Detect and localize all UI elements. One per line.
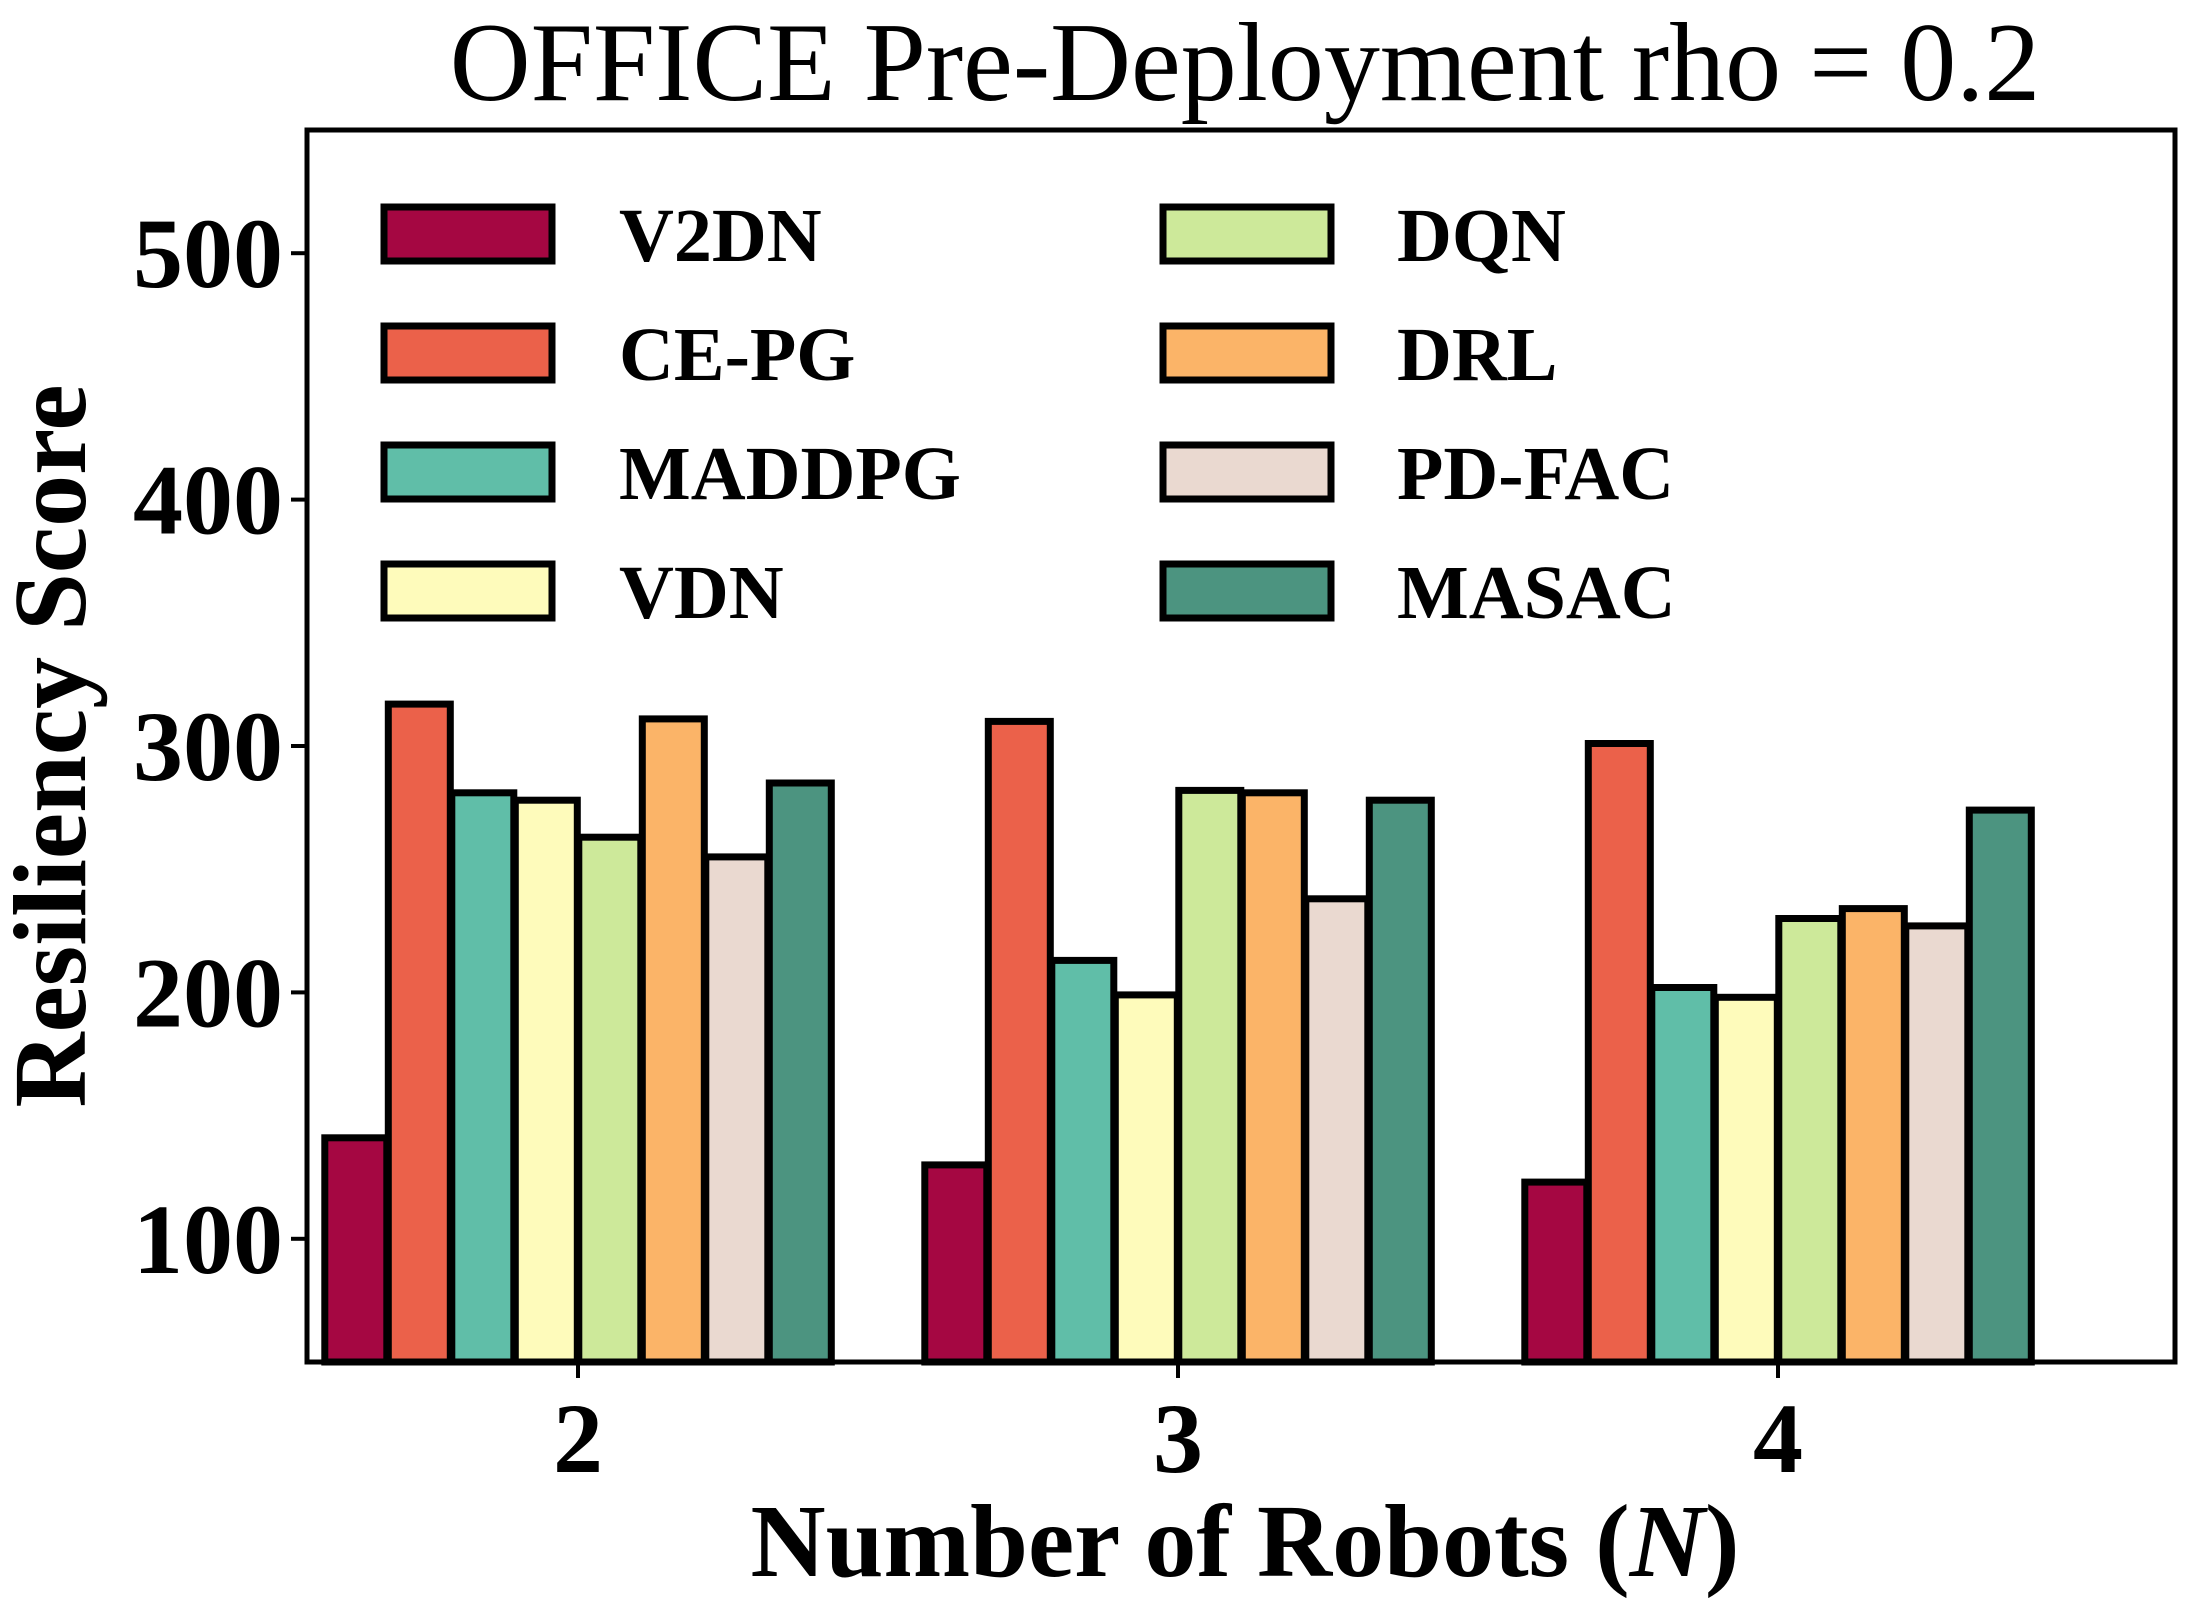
x-axis-label-close: ) (1705, 1484, 1740, 1599)
bar-drl-n4 (1838, 905, 1908, 1366)
legend-label-dqn: DQN (1397, 194, 1566, 278)
bar-ce-pg-n3 (984, 717, 1054, 1366)
y-tick-label: 300 (133, 691, 283, 802)
legend-swatch-pd-fac (1159, 441, 1335, 503)
x-axis-label: Number of Robots (N) (751, 1484, 1740, 1599)
bar-dqn-n3 (1175, 786, 1245, 1366)
bar-drl-n3 (1238, 789, 1308, 1366)
legend-label-ce-pg: CE-PG (619, 313, 855, 397)
legend-swatch-drl (1159, 322, 1335, 384)
bar-v2dn-n3 (921, 1161, 991, 1366)
bar-ce-pg-n2 (384, 700, 454, 1366)
y-tick-label: 500 (133, 198, 283, 309)
bar-vdn-n3 (1111, 991, 1181, 1366)
bar-maddpg-n4 (1648, 984, 1718, 1366)
bar-masac-n3 (1365, 796, 1435, 1366)
legend-swatch-v2dn (380, 203, 556, 265)
x-tick-label: 4 (1753, 1383, 1803, 1494)
bar-ce-pg-n4 (1584, 740, 1654, 1366)
bar-vdn-n4 (1711, 993, 1781, 1366)
bar-pd-fac-n2 (702, 853, 772, 1366)
bar-pd-fac-n3 (1302, 895, 1372, 1366)
bar-v2dn-n4 (1521, 1178, 1591, 1366)
bar-drl-n2 (638, 715, 708, 1366)
legend-label-v2dn: V2DN (619, 194, 822, 278)
legend-label-maddpg: MADDPG (619, 432, 961, 516)
y-axis: 100 200 300 400 500 (133, 198, 307, 1295)
bar-vdn-n2 (511, 796, 581, 1366)
legend-swatch-masac (1159, 560, 1335, 622)
legend-swatch-dqn (1159, 203, 1335, 265)
y-tick-label: 200 (133, 937, 283, 1048)
x-tick-label: 3 (1153, 1383, 1203, 1494)
bar-masac-n4 (1965, 806, 2035, 1366)
legend-swatch-vdn (380, 560, 556, 622)
bar-dqn-n4 (1775, 915, 1845, 1366)
bar-masac-n2 (765, 779, 835, 1366)
bars-layer (321, 700, 2035, 1366)
legend-label-vdn: VDN (619, 551, 784, 635)
legend-label-masac: MASAC (1397, 551, 1676, 635)
x-tick-label: 2 (553, 1383, 603, 1494)
y-tick-label: 100 (133, 1184, 283, 1295)
bar-maddpg-n3 (1048, 956, 1118, 1366)
y-tick-label: 400 (133, 445, 283, 556)
x-axis-label-main: Number of Robots ( (751, 1484, 1630, 1599)
legend-swatch-ce-pg (380, 322, 556, 384)
x-axis-label-variable: N (1629, 1484, 1709, 1599)
legend: V2DN CE-PG MADDPG VDN DQN DRL PD-FAC MASAC (380, 194, 1676, 635)
legend-label-pd-fac: PD-FAC (1397, 432, 1674, 516)
bar-v2dn-n2 (321, 1134, 391, 1366)
chart-title: OFFICE Pre-Deployment rho = 0.2 (450, 1, 2041, 125)
bar-pd-fac-n4 (1902, 922, 1972, 1366)
x-axis: 2 3 4 (553, 1362, 1803, 1494)
bar-dqn-n2 (575, 833, 645, 1366)
bar-maddpg-n2 (448, 789, 518, 1366)
legend-swatch-maddpg (380, 441, 556, 503)
legend-label-drl: DRL (1397, 313, 1557, 397)
y-axis-label: Resiliency Score (0, 384, 108, 1107)
